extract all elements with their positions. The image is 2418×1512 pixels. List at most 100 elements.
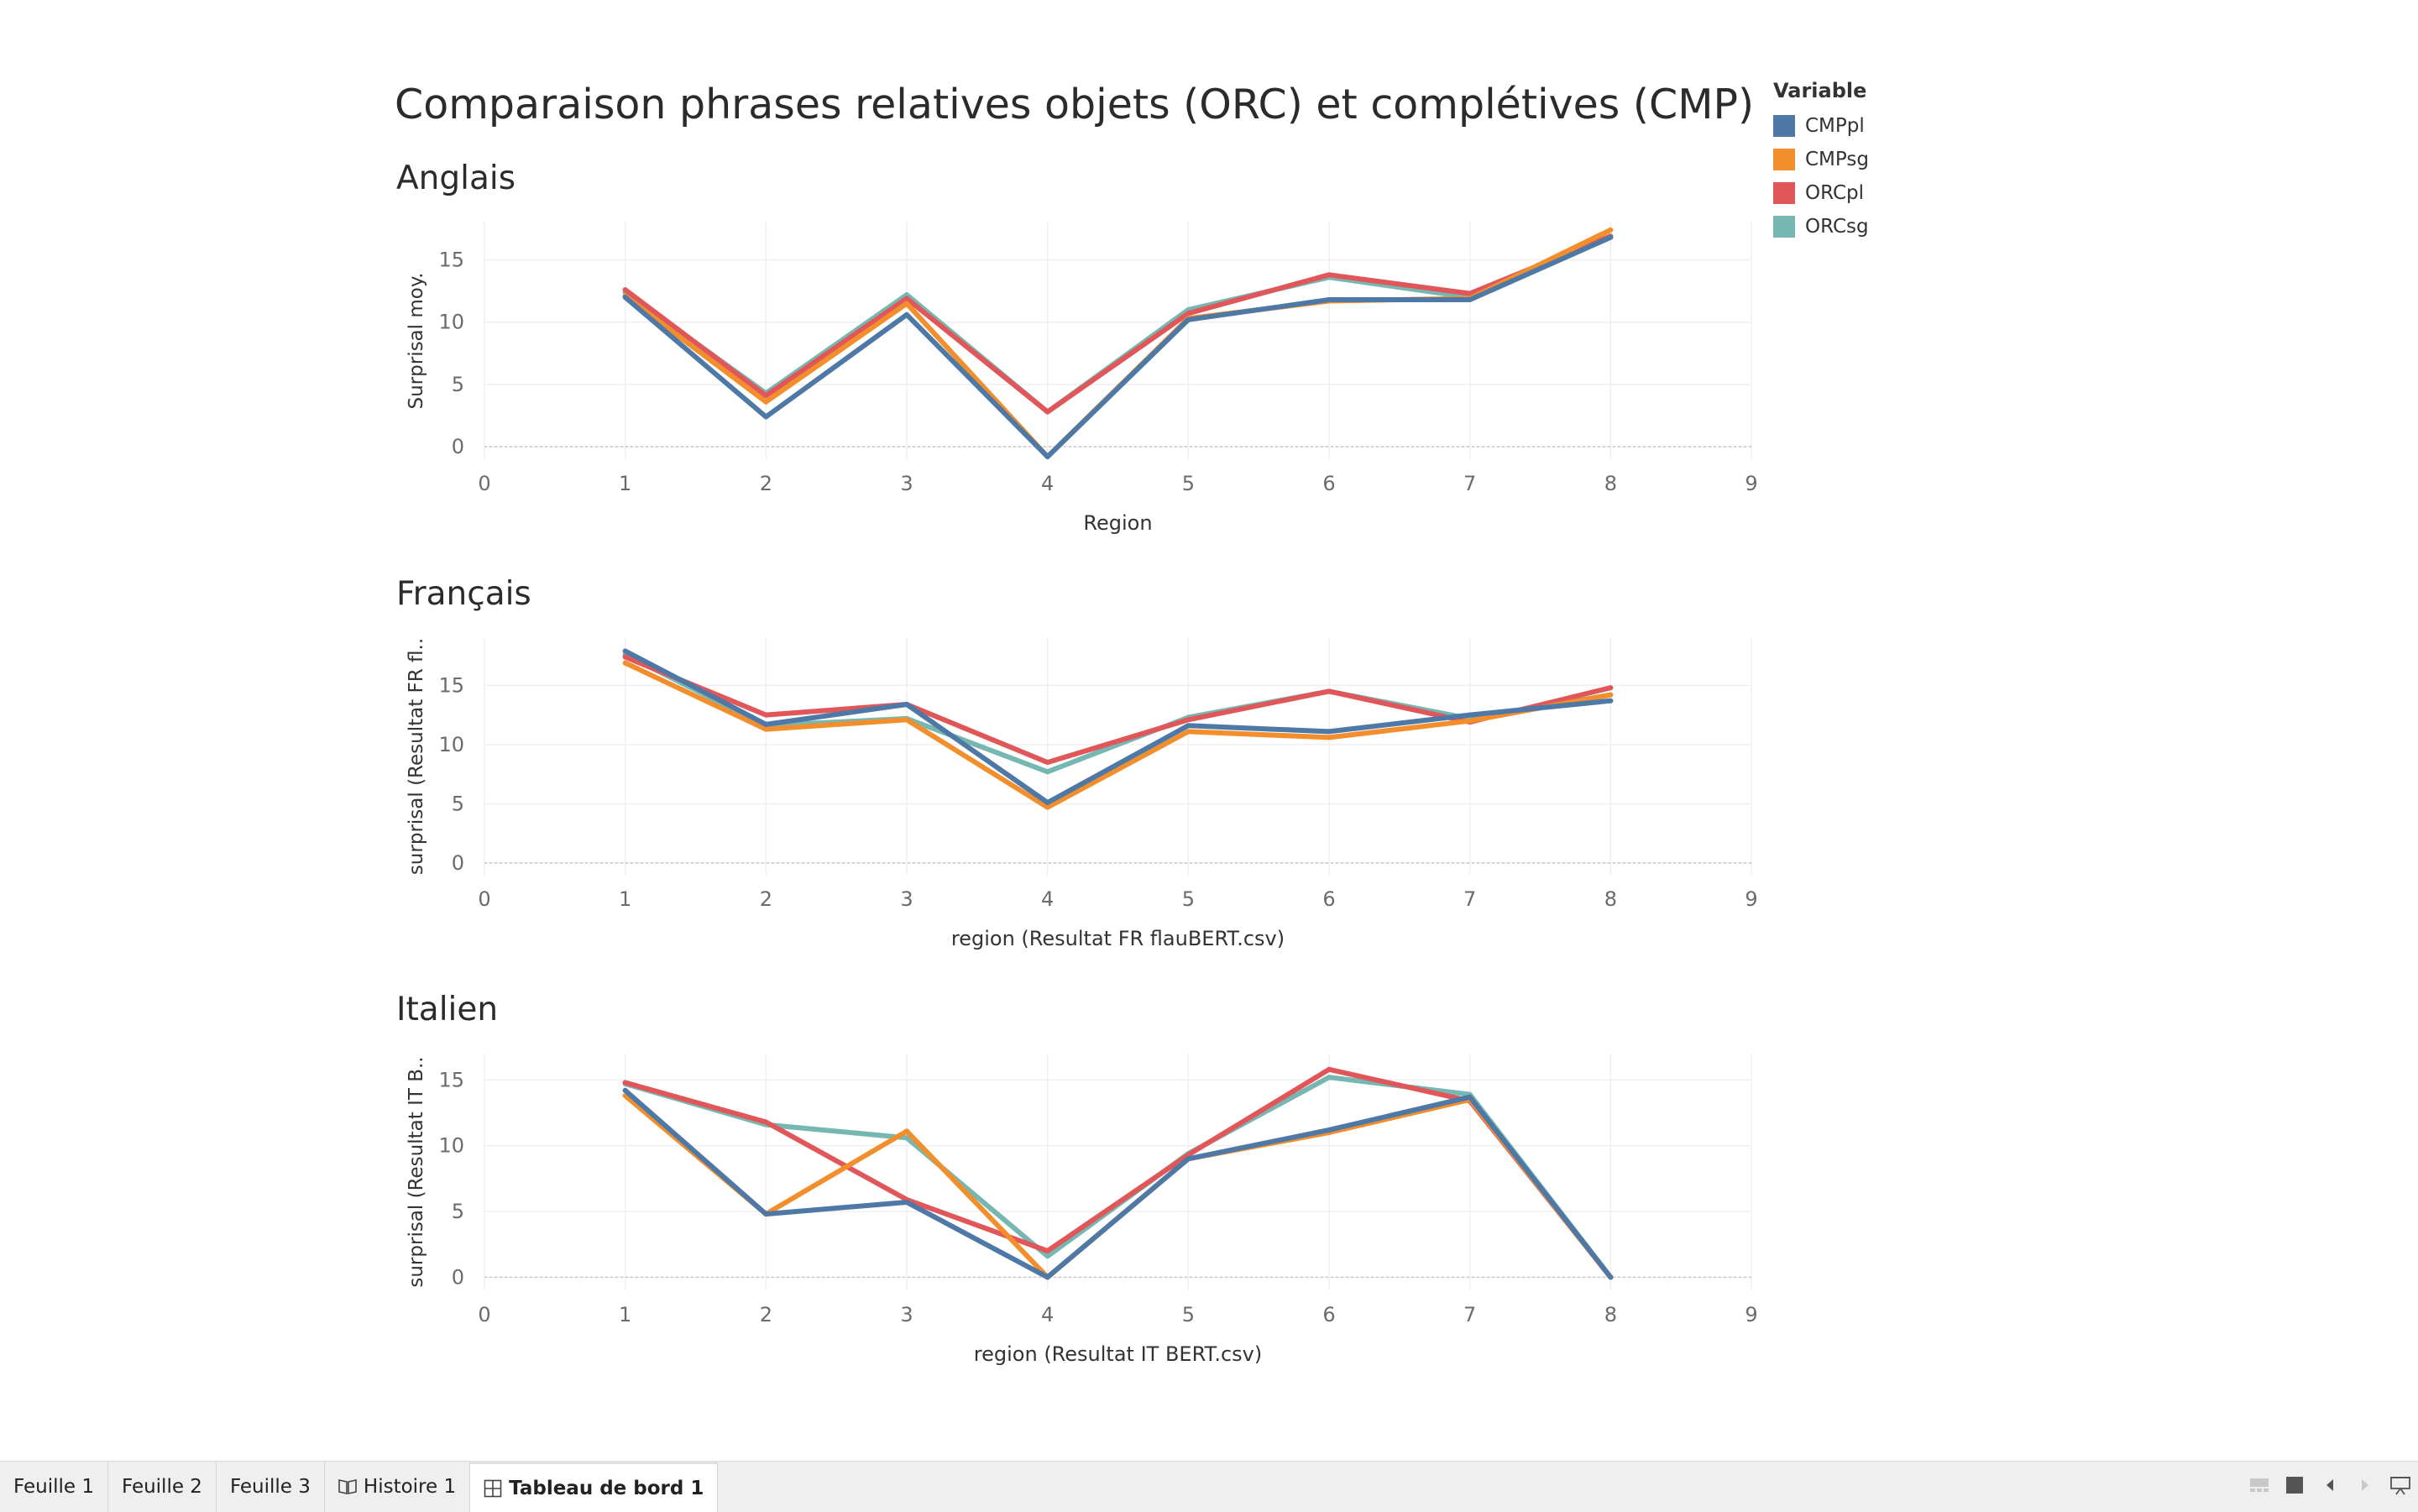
series-line-orcsg[interactable] [622,651,1614,775]
data-point-cmpsg[interactable] [904,717,909,723]
x-tick-label: 8 [1604,887,1617,911]
x-tick-label: 0 [478,472,490,495]
data-point-orcpl[interactable] [622,1080,628,1086]
tab-feuille-2[interactable]: Feuille 2 [108,1462,217,1512]
previous-sheet-button[interactable] [2312,1462,2347,1512]
data-point-cmppl[interactable] [1185,723,1191,729]
data-point-orcpl[interactable] [904,296,909,301]
tab-label: Feuille 1 [13,1476,94,1498]
legend-item-cmppl[interactable]: CMPpl [1773,109,1869,143]
data-point-cmppl[interactable] [1185,1156,1191,1162]
dashboard-icon [484,1479,502,1498]
data-point-cmppl[interactable] [622,648,628,654]
data-point-orcsg[interactable] [1044,769,1050,775]
data-point-cmppl[interactable] [1327,729,1332,735]
data-point-cmppl[interactable] [904,1200,909,1206]
data-point-cmppl[interactable] [1327,297,1332,303]
data-point-cmpsg[interactable] [904,301,909,306]
series-line-cmppl[interactable] [622,648,1614,805]
data-point-cmppl[interactable] [622,295,628,301]
y-tick-label: 0 [452,1265,464,1289]
data-point-orcpl[interactable] [1185,717,1191,723]
data-point-cmppl[interactable] [1044,454,1050,460]
series-line-orcpl[interactable] [622,1066,1614,1280]
x-tick-label: 6 [1322,1303,1335,1326]
chart-francais-plot[interactable]: 0 1 2 3 4 5 6 7 8 9 0 5 10 15 region (Resultat FR flau… [0,575,1797,961]
data-point-cmpsg[interactable] [1327,735,1332,740]
data-point-orcpl[interactable] [1044,1248,1050,1253]
data-point-cmppl[interactable] [1467,712,1473,718]
data-point-orcpl[interactable] [763,1119,769,1125]
tab-feuille-3[interactable]: Feuille 3 [217,1462,325,1512]
series-line-orcpl[interactable] [622,233,1614,415]
data-point-cmppl[interactable] [904,311,909,317]
legend-item-orcpl[interactable]: ORCpl [1773,176,1869,210]
show-filmstrip-button[interactable] [2242,1462,2277,1512]
chart-anglais-plot[interactable]: 0 1 2 3 4 5 6 7 8 9 0 5 10 15 Region Surprisal moy. [0,160,1797,546]
legend-item-cmpsg[interactable]: CMPsg [1773,143,1869,176]
legend-item-orcsg[interactable]: ORCsg [1773,210,1869,243]
legend-swatch [1773,216,1795,238]
y-tick-label: 10 [438,311,464,334]
data-point-cmpsg[interactable] [1608,227,1614,233]
data-point-cmppl[interactable] [904,701,909,707]
tab-histoire-1[interactable]: Histoire 1 [325,1462,471,1512]
data-point-cmppl[interactable] [763,721,769,727]
data-point-orcsg[interactable] [904,1135,909,1141]
data-point-cmpsg[interactable] [1044,804,1050,810]
tab-tableau-de-bord-1[interactable]: Tableau de bord 1 [470,1462,719,1512]
data-point-cmpsg[interactable] [1185,729,1191,735]
data-point-orcpl[interactable] [622,654,628,660]
x-tick-label: 1 [619,1303,631,1326]
y-tick-label: 0 [452,435,464,458]
chart-italien-plot[interactable]: 0 1 2 3 4 5 6 7 8 9 0 5 10 15 region (Resultat IT BERT… [0,991,1797,1377]
data-point-orcpl[interactable] [622,287,628,293]
data-point-cmpsg[interactable] [1467,718,1473,724]
data-point-cmppl[interactable] [622,1087,628,1093]
data-point-orcpl[interactable] [1044,409,1050,415]
dashboard-title: Comparaison phrases relatives objets (OR… [395,81,1755,128]
data-point-orcpl[interactable] [1044,760,1050,766]
series-line-cmpsg[interactable] [622,227,1614,459]
data-point-orcpl[interactable] [763,393,769,399]
data-point-orcsg[interactable] [1327,1075,1332,1080]
data-point-orcpl[interactable] [1327,688,1332,694]
series-line-orcsg[interactable] [622,1075,1614,1280]
next-sheet-button[interactable] [2347,1462,2383,1512]
data-point-cmpsg[interactable] [622,660,628,666]
data-point-cmpsg[interactable] [763,399,769,405]
y-tick-label: 5 [452,373,464,396]
next-sheet-icon [2360,1478,2370,1495]
data-point-orcsg[interactable] [904,292,909,298]
tab-feuille-1[interactable]: Feuille 1 [0,1462,108,1512]
data-point-cmppl[interactable] [1608,1274,1614,1280]
data-point-orcpl[interactable] [1327,272,1332,278]
data-point-cmppl[interactable] [763,414,769,420]
data-point-cmppl[interactable] [763,1211,769,1217]
data-point-cmpsg[interactable] [763,726,769,732]
data-point-orcpl[interactable] [1608,685,1614,691]
show-sheet-button[interactable] [2277,1462,2312,1512]
data-point-orcpl[interactable] [1327,1066,1332,1072]
data-point-cmppl[interactable] [1327,1127,1332,1133]
data-point-cmppl[interactable] [1608,234,1614,240]
data-point-orcpl[interactable] [1467,290,1473,296]
data-point-cmppl[interactable] [1467,1094,1473,1100]
data-point-orcpl[interactable] [763,712,769,718]
data-point-cmppl[interactable] [1608,698,1614,704]
data-point-orcsg[interactable] [1044,1253,1050,1259]
data-point-cmpsg[interactable] [1608,692,1614,698]
x-tick-label: 0 [478,1303,490,1326]
x-tick-label: 4 [1041,472,1054,495]
presentation-mode-button[interactable] [2383,1462,2418,1512]
series-line-cmppl[interactable] [622,234,1614,459]
data-point-cmppl[interactable] [1044,799,1050,805]
data-point-cmppl[interactable] [1467,297,1473,303]
data-point-cmppl[interactable] [1044,1274,1050,1280]
data-point-cmpsg[interactable] [904,1128,909,1134]
series-line-cmppl[interactable] [622,1087,1614,1280]
series-line-cmpsg[interactable] [622,660,1614,810]
y-tick-label: 5 [452,1200,464,1223]
data-point-orcpl[interactable] [1185,311,1191,317]
data-point-cmppl[interactable] [1185,317,1191,322]
